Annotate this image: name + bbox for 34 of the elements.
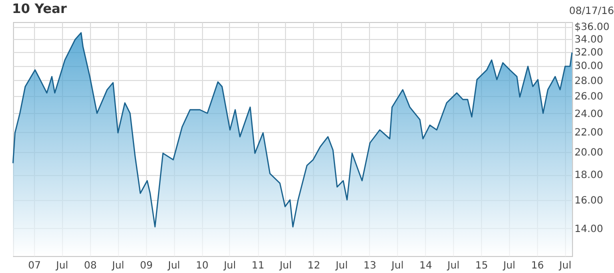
x-tick-label: 11 — [252, 260, 264, 272]
x-tick-label: 14 — [419, 260, 432, 272]
x-tick-label: 15 — [475, 260, 488, 272]
x-tick-label: Jul — [166, 260, 180, 272]
y-tick-label: 20.00 — [574, 148, 604, 159]
x-tick-label: 16 — [531, 260, 544, 272]
x-tick-label: 13 — [364, 260, 376, 272]
x-tick-label: Jul — [558, 260, 572, 272]
y-tick-label: 28.00 — [574, 76, 604, 87]
y-tick-label: 14.00 — [574, 224, 604, 235]
y-tick-label: $36.00 — [574, 22, 610, 34]
x-tick-label: Jul — [111, 260, 124, 272]
y-tick-label: 30.00 — [574, 61, 604, 72]
y-tick-label: 24.00 — [574, 108, 604, 120]
x-tick-label: 09 — [140, 260, 153, 272]
x-tick-label: Jul — [446, 260, 460, 272]
x-tick-label: Jul — [278, 260, 292, 272]
x-tick-label: Jul — [334, 260, 348, 272]
x-tick-label: Jul — [502, 260, 516, 272]
chart-title: 10 Year — [12, 2, 68, 17]
x-tick-label: 08 — [84, 260, 97, 272]
x-tick-label: 10 — [196, 260, 209, 272]
x-tick-label: Jul — [390, 260, 404, 272]
x-tick-label: Jul — [222, 260, 236, 272]
x-tick-label: 12 — [308, 260, 320, 272]
y-tick-label: 16.00 — [574, 195, 604, 206]
x-tick-label: Jul — [55, 260, 68, 272]
y-tick-label: 18.00 — [574, 170, 604, 182]
y-tick-label: 34.00 — [574, 34, 604, 46]
x-tick-label: 07 — [28, 260, 41, 272]
y-tick-label: 26.00 — [574, 92, 604, 103]
y-tick-label: 22.00 — [574, 127, 604, 138]
text: 08/17/16 — [569, 6, 614, 17]
y-tick-label: 32.00 — [574, 47, 604, 58]
